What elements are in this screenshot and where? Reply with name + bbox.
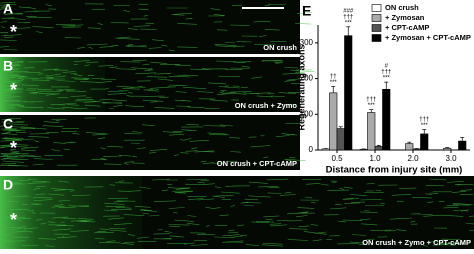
panel-letter: E (302, 3, 311, 19)
bar (359, 148, 368, 151)
bar (405, 143, 414, 151)
bar (321, 148, 330, 151)
legend-label: + Zymosan (385, 13, 425, 22)
bar (367, 112, 376, 151)
legend-label: ON crush (385, 3, 419, 12)
bar (374, 146, 383, 151)
legend-swatch (371, 4, 382, 12)
x-tick-label: 2.0 (407, 154, 419, 163)
y-tick-label: 0 (309, 145, 314, 154)
axon-texture (0, 178, 474, 247)
legend-swatch (371, 34, 382, 42)
panel-label: ON crush + Zymo (235, 101, 298, 110)
panel-letter: D (3, 177, 13, 193)
significance-label: # (385, 64, 389, 70)
panel-label: ON crush + Zymo + CPT-cAMP (362, 238, 471, 247)
lesion-marker: * (10, 80, 17, 100)
y-tick-label: 300 (300, 38, 314, 47)
bar (329, 92, 338, 151)
significance-label: *** (421, 123, 429, 129)
panel-letter: A (3, 1, 13, 17)
axon-texture (0, 2, 313, 52)
panel-label: ON crush + CPT-cAMP (217, 159, 297, 168)
x-tick-label: 1.0 (369, 154, 381, 163)
significance-label: *** (383, 76, 391, 82)
significance-label: ††† (343, 14, 353, 20)
legend-label: + Zymosan + CPT-cAMP (385, 33, 471, 42)
legend-swatch (371, 14, 382, 22)
micrograph-panel: B * ON crush + Zymo (0, 57, 315, 112)
significance-label: *** (368, 103, 376, 109)
x-axis-label: Distance from injury site (mm) (326, 165, 463, 176)
significance-label: ### (343, 8, 354, 14)
panel-label: ON crush (263, 43, 297, 52)
micrograph-panel: C * ON crush + CPT-cAMP (0, 115, 306, 170)
y-tick-label: 200 (300, 74, 314, 83)
legend-label: + CPT-cAMP (385, 23, 429, 32)
lesion-marker: * (10, 138, 17, 158)
bar (382, 88, 391, 151)
axon-texture (0, 117, 306, 167)
retina-glow (0, 57, 105, 112)
significance-label: †† (330, 74, 337, 80)
x-tick-label: 0.5 (331, 154, 343, 163)
y-axis-label: Regenerating axons (296, 44, 306, 130)
significance-label: ††† (366, 97, 376, 103)
x-tick-label: 3.0 (445, 154, 457, 163)
significance-label: ††† (381, 70, 391, 76)
panel-letter: B (3, 58, 13, 74)
retina-glow (0, 176, 143, 249)
bar (412, 148, 421, 151)
significance-label: ††† (419, 117, 429, 123)
y-tick-label: 100 (300, 109, 314, 118)
bar (458, 140, 467, 151)
panel-background (0, 115, 300, 170)
lesion-marker: * (10, 210, 17, 230)
bar (420, 133, 429, 151)
bar (336, 128, 345, 151)
axon-texture (0, 59, 315, 110)
significance-label: *** (345, 20, 353, 26)
lesion-marker: * (10, 22, 17, 42)
bar (443, 147, 452, 151)
legend-swatch (371, 24, 382, 32)
micrograph-panel: D * ON crush + Zymo + CPT-cAMP (0, 176, 474, 249)
significance-label: *** (330, 80, 338, 86)
panel-letter: C (3, 116, 13, 132)
bar (344, 35, 353, 151)
